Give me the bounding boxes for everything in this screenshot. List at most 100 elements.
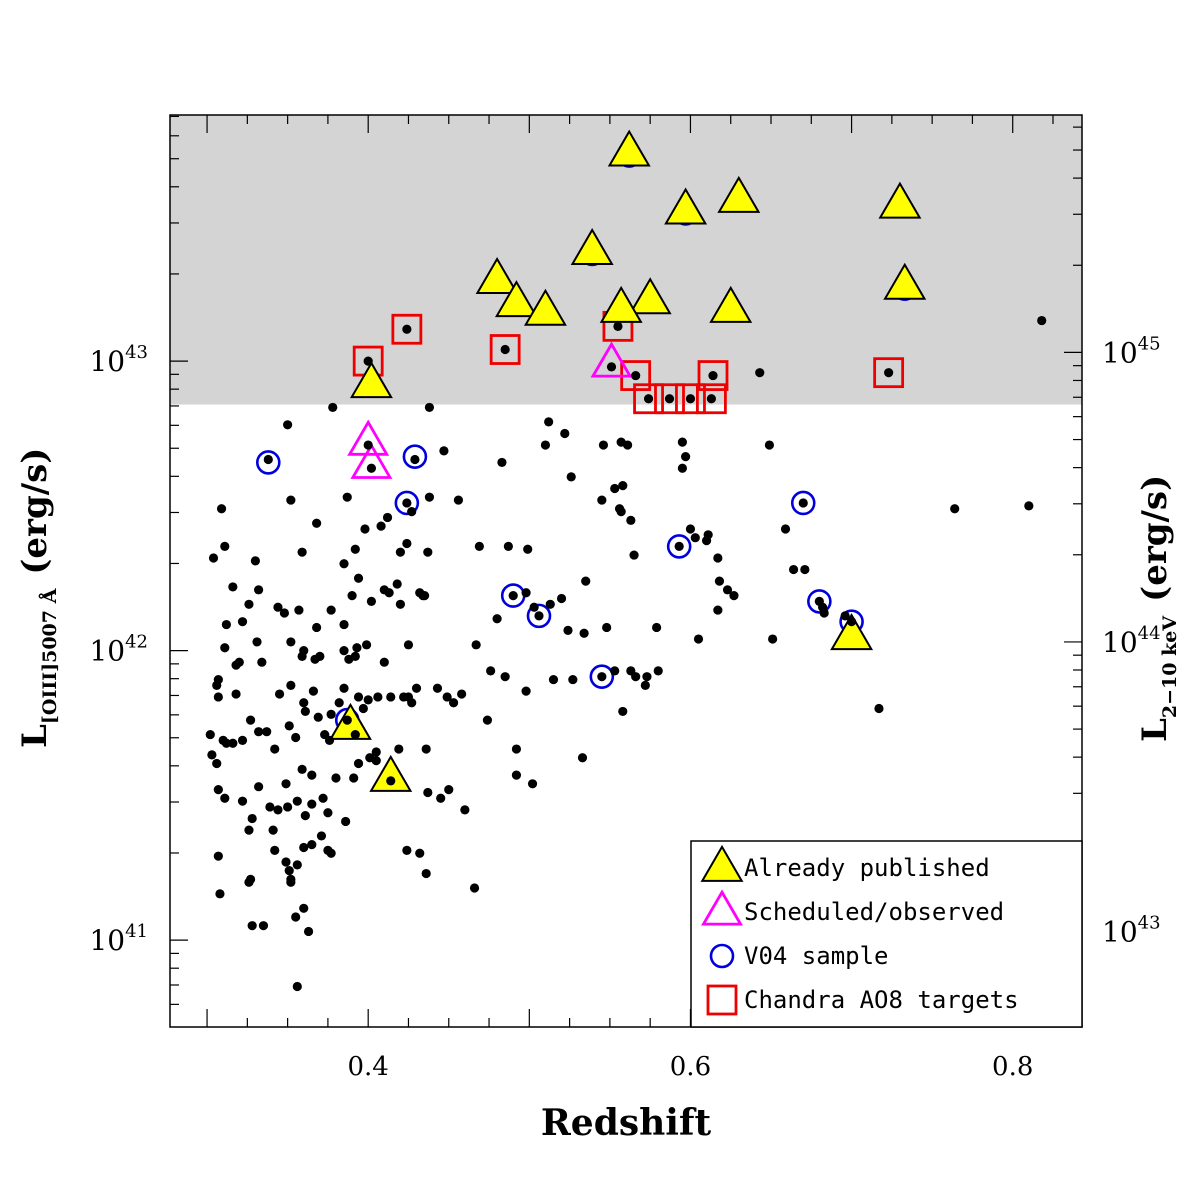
data-point bbox=[342, 715, 352, 725]
v04-sample-marker bbox=[255, 450, 281, 475]
y-axis-title-right: L2−10 keV (erg/s) bbox=[1135, 475, 1181, 742]
data-point bbox=[245, 715, 256, 725]
v04-sample-marker bbox=[394, 490, 420, 516]
v04-sample-marker bbox=[526, 603, 552, 629]
data-point bbox=[563, 625, 573, 635]
data-point bbox=[339, 619, 349, 630]
data-point bbox=[764, 440, 775, 450]
data-point bbox=[254, 585, 264, 595]
data-point bbox=[331, 773, 341, 783]
data-point bbox=[626, 515, 636, 525]
data-point bbox=[486, 666, 496, 676]
data-point bbox=[328, 402, 338, 413]
data-point bbox=[581, 576, 591, 586]
y-left-tick-label: 1041 bbox=[89, 921, 148, 957]
data-point bbox=[798, 498, 808, 508]
data-point bbox=[371, 756, 381, 766]
data-point bbox=[270, 845, 280, 855]
data-point bbox=[312, 518, 322, 528]
data-point bbox=[300, 811, 310, 821]
data-point bbox=[373, 692, 383, 702]
data-point bbox=[529, 602, 539, 612]
data-point bbox=[690, 533, 700, 543]
y-left-sub: [OIII]5007 Å bbox=[38, 588, 61, 724]
data-point bbox=[299, 698, 309, 708]
published-marker bbox=[709, 285, 753, 323]
data-point bbox=[303, 926, 314, 937]
data-point bbox=[755, 368, 765, 378]
published-marker bbox=[717, 175, 761, 213]
data-point bbox=[407, 698, 417, 708]
data-point bbox=[244, 825, 254, 835]
data-point bbox=[950, 504, 960, 514]
data-point bbox=[318, 793, 328, 803]
data-point bbox=[299, 842, 309, 853]
data-point bbox=[386, 776, 396, 786]
data-point bbox=[353, 692, 364, 702]
data-point bbox=[610, 666, 620, 676]
data-point bbox=[545, 599, 555, 609]
data-point bbox=[386, 692, 396, 702]
data-point bbox=[874, 703, 884, 714]
data-point bbox=[423, 547, 433, 557]
data-point bbox=[297, 764, 307, 774]
data-point bbox=[713, 605, 723, 615]
chandra-target-marker bbox=[873, 357, 905, 389]
data-point bbox=[840, 611, 850, 621]
data-point bbox=[228, 738, 238, 748]
data-point bbox=[453, 495, 464, 505]
data-point bbox=[706, 394, 716, 404]
data-point bbox=[347, 591, 357, 601]
data-point bbox=[221, 738, 231, 748]
data-point bbox=[1024, 501, 1034, 511]
data-point bbox=[395, 599, 406, 609]
data-point bbox=[291, 912, 301, 922]
y-right-unit: (erg/s) bbox=[1135, 475, 1175, 602]
data-point bbox=[257, 657, 267, 667]
data-point bbox=[281, 779, 291, 789]
data-point bbox=[366, 596, 377, 607]
data-point bbox=[403, 640, 414, 650]
data-point bbox=[693, 634, 704, 644]
data-point bbox=[444, 784, 454, 795]
legend-scheduled-icon bbox=[701, 889, 743, 926]
data-point bbox=[273, 805, 283, 815]
chandra-target-marker bbox=[633, 383, 664, 415]
data-point bbox=[681, 452, 691, 462]
y-right-tick-label: 1044 bbox=[1102, 623, 1161, 659]
data-point bbox=[231, 689, 241, 699]
v04-sample-marker bbox=[790, 490, 816, 516]
data-point bbox=[653, 666, 663, 676]
data-point bbox=[577, 753, 588, 763]
x-tick-label: 0.6 bbox=[670, 1052, 711, 1082]
data-point bbox=[640, 680, 650, 690]
data-point bbox=[334, 698, 344, 708]
data-point bbox=[394, 744, 404, 754]
v04-sample-marker bbox=[807, 589, 832, 614]
data-point bbox=[618, 480, 628, 491]
data-point bbox=[560, 428, 570, 439]
data-point bbox=[291, 732, 301, 743]
data-point bbox=[262, 727, 272, 737]
x-tick-label: 0.8 bbox=[992, 1052, 1033, 1082]
data-point bbox=[597, 495, 607, 505]
data-point bbox=[283, 802, 293, 812]
legend-label: V04 sample bbox=[744, 942, 889, 970]
published-marker bbox=[570, 228, 614, 265]
data-point bbox=[326, 848, 336, 858]
data-point bbox=[566, 472, 576, 482]
data-point bbox=[300, 706, 310, 717]
data-point bbox=[221, 619, 231, 630]
data-point bbox=[643, 394, 654, 404]
data-point bbox=[307, 840, 317, 850]
data-point bbox=[292, 796, 302, 806]
data-point bbox=[402, 845, 412, 855]
data-point bbox=[366, 463, 377, 473]
data-point bbox=[342, 492, 352, 502]
data-point bbox=[297, 547, 307, 557]
data-point bbox=[780, 524, 791, 534]
data-point bbox=[339, 646, 349, 656]
data-point bbox=[371, 747, 381, 757]
data-point bbox=[376, 521, 386, 531]
data-point bbox=[674, 541, 684, 551]
